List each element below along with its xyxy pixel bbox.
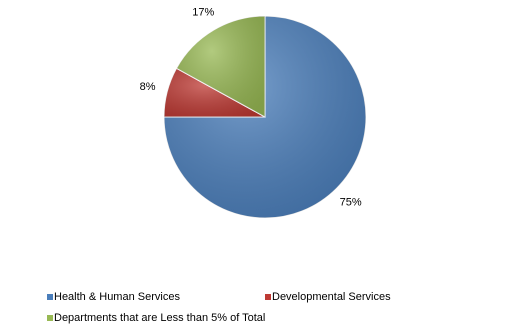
- legend-label: Developmental Services: [272, 291, 391, 303]
- legend-label: Departments that are Less than 5% of Tot…: [54, 312, 265, 324]
- legend-swatch: [265, 294, 271, 300]
- data-label: 17%: [192, 7, 214, 19]
- data-label: 8%: [140, 81, 156, 93]
- legend-label: Health & Human Services: [54, 291, 180, 303]
- legend-swatch: [47, 294, 53, 300]
- legend-swatch: [47, 315, 53, 321]
- data-label: 75%: [340, 197, 362, 209]
